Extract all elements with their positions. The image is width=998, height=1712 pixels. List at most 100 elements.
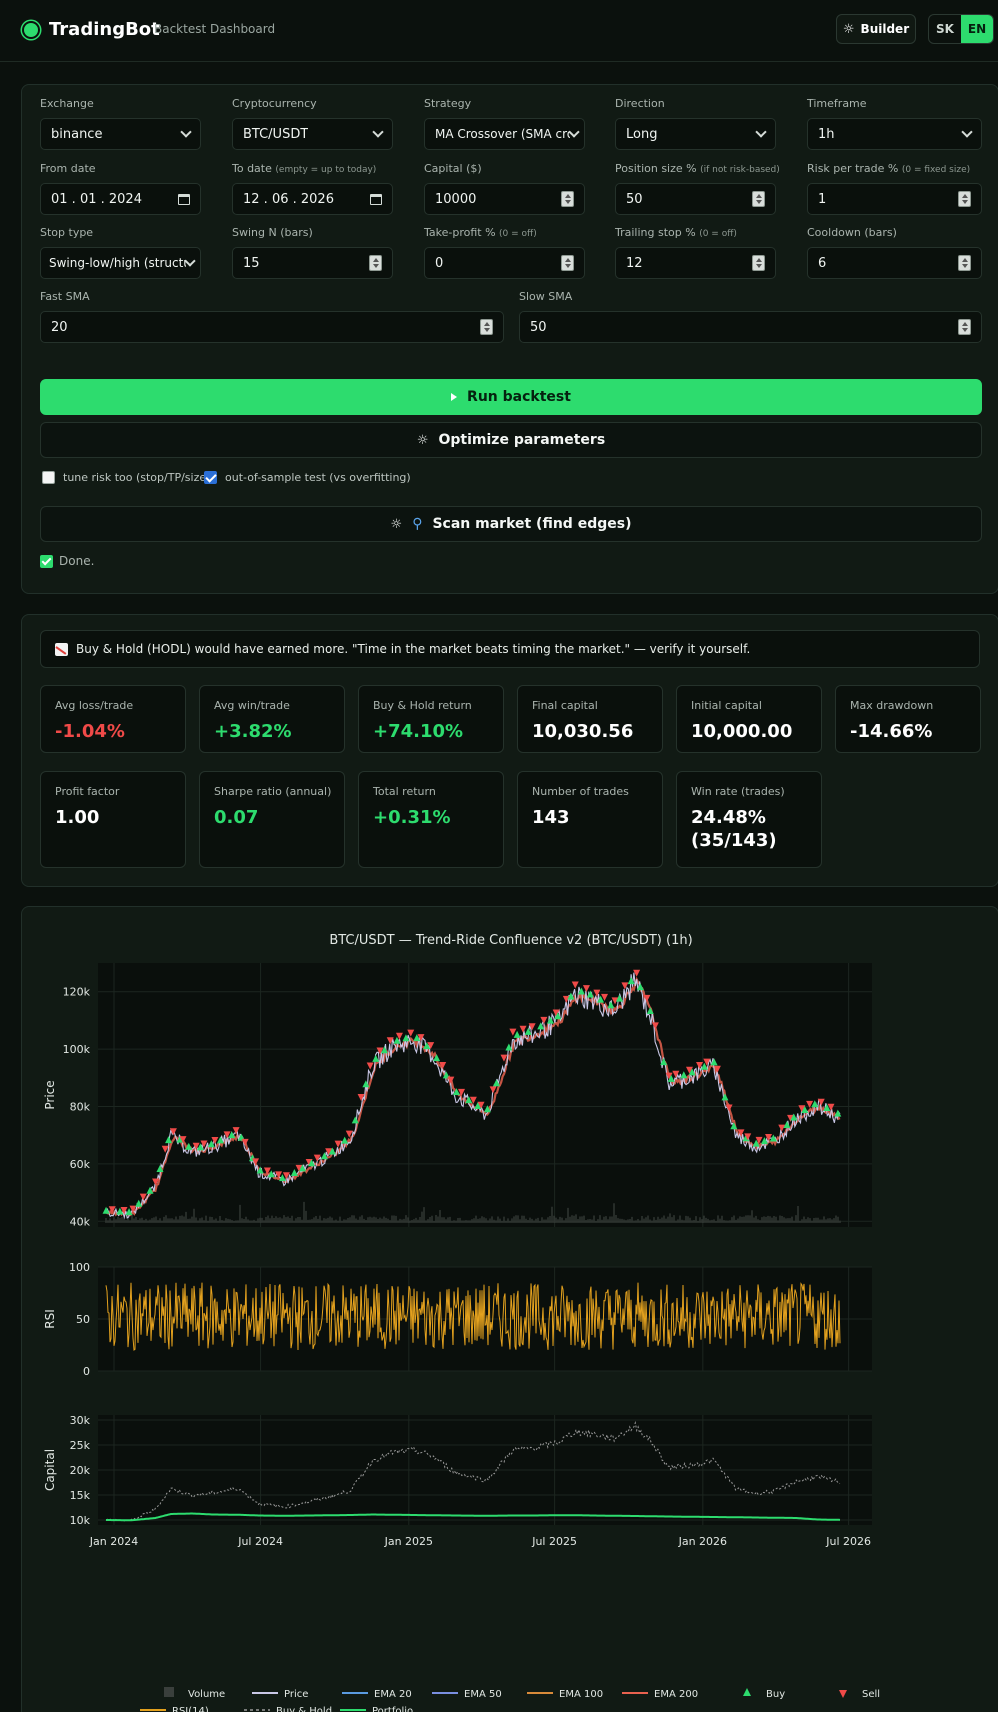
exchange-select[interactable]: binance (40, 118, 201, 150)
page-subtitle: Backtest Dashboard (154, 22, 276, 36)
spinner-icon[interactable] (958, 319, 971, 335)
sell-marker (685, 1066, 693, 1074)
calendar-icon[interactable] (178, 193, 190, 205)
tune-risk-checkbox-row[interactable]: tune risk too (stop/TP/size) (42, 471, 210, 484)
chart-panel: BTC/USDT — Trend-Ride Confluence v2 (BTC… (21, 906, 998, 1712)
rsi-axis-label: RSI (43, 1309, 57, 1329)
buy-marker (760, 1137, 768, 1145)
calendar-icon[interactable] (370, 193, 382, 205)
spinner-icon[interactable] (480, 319, 493, 335)
stat-label: Win rate (trades) (691, 785, 785, 798)
stop-type-label: Stop type (40, 226, 94, 239)
sell-marker (651, 1022, 659, 1030)
buy-marker (546, 1016, 554, 1024)
sell-marker (703, 1058, 711, 1066)
fast-sma-input[interactable]: 20 (40, 311, 504, 343)
price-tick-label: 120k (63, 986, 91, 999)
spinner-icon[interactable] (369, 255, 382, 271)
oos-checkbox[interactable] (204, 471, 217, 484)
legend-label: Buy (766, 1689, 785, 1700)
sell-marker (552, 1009, 560, 1017)
sell-marker (744, 1133, 752, 1141)
buy-marker (351, 1116, 359, 1124)
sell-marker (469, 1096, 477, 1104)
stat-value: -14.66% (850, 721, 933, 742)
buy-marker (834, 1109, 842, 1117)
rsi-tick-label: 50 (76, 1313, 90, 1326)
lang-en-button[interactable]: EN (961, 15, 993, 43)
buy-marker (783, 1121, 791, 1129)
optimize-button[interactable]: ☼ Optimize parameters (40, 422, 982, 458)
sell-marker (129, 1205, 137, 1213)
buy-marker (811, 1100, 819, 1108)
take-profit-label: Take-profit % (0 = off) (424, 226, 537, 239)
stat-card: Max drawdown -14.66% (835, 685, 981, 753)
spinner-icon[interactable] (561, 191, 574, 207)
sell-marker (447, 1076, 455, 1084)
slow-sma-field: Slow SMA 50 (519, 290, 982, 343)
lang-sk-button[interactable]: SK (936, 22, 954, 36)
sell-marker (489, 1086, 497, 1094)
sell-marker (275, 1171, 283, 1179)
timeframe-select[interactable]: 1h (807, 118, 982, 150)
position-size-input[interactable]: 50 (615, 183, 776, 215)
stat-card: Sharpe ratio (annual) 0.07 (199, 771, 345, 868)
to-date-input[interactable]: 12 . 06 . 2026 (232, 183, 393, 215)
sell-marker (665, 1072, 673, 1080)
spinner-icon[interactable] (561, 255, 574, 271)
buy-marker (125, 1208, 133, 1216)
sell-marker (357, 1094, 365, 1102)
trailing-stop-label: Trailing stop % (0 = off) (615, 226, 737, 239)
chart-down-icon (55, 642, 68, 656)
sell-marker (643, 994, 651, 1002)
x-tick-label: Jan 2025 (384, 1535, 433, 1548)
builder-button[interactable]: ☼ Builder (836, 14, 916, 44)
sell-marker (252, 1158, 260, 1166)
scan-market-button[interactable]: ☼ ⚲ Scan market (find edges) (40, 506, 982, 542)
exchange-label: Exchange (40, 97, 94, 110)
buy-marker (524, 1027, 532, 1035)
strategy-select[interactable]: MA Crossover (SMA cross) (424, 118, 585, 150)
backtest-chart[interactable]: Jan 2024 Jul 2024 Jan 2025 Jul 2025 Jan 2026… (22, 907, 998, 1677)
stop-type-select[interactable]: Swing-low/high (structure) (40, 247, 201, 279)
stat-value: 0.07 (214, 807, 259, 828)
tune-risk-checkbox[interactable] (42, 471, 55, 484)
buy-marker (328, 1147, 336, 1155)
price-panel-bg (98, 963, 872, 1227)
sell-marker (223, 1131, 231, 1139)
capital-tick-label: 20k (70, 1464, 91, 1477)
run-backtest-button[interactable]: Run backtest (40, 379, 982, 415)
spinner-icon[interactable] (752, 191, 765, 207)
spinner-icon[interactable] (752, 255, 765, 271)
chevron-down-icon (372, 126, 384, 138)
hodl-notice-text: Buy & Hold (HODL) would have earned more… (76, 642, 751, 656)
stat-label: Avg win/trade (214, 699, 290, 712)
spinner-icon[interactable] (958, 255, 971, 271)
sell-marker (633, 969, 641, 977)
spinner-icon[interactable] (958, 191, 971, 207)
sell-marker (611, 997, 619, 1005)
check-icon (40, 554, 53, 568)
swing-n-input[interactable]: 15 (232, 247, 393, 279)
take-profit-input[interactable]: 0 (424, 247, 585, 279)
sell-marker (500, 1054, 508, 1062)
capital-input[interactable]: 10000 (424, 183, 585, 215)
buy-marker (492, 1079, 500, 1087)
tune-risk-label: tune risk too (stop/TP/size) (63, 471, 211, 484)
buy-marker (554, 1012, 562, 1020)
buy-marker (790, 1113, 798, 1121)
buy-marker (636, 983, 644, 991)
oos-checkbox-row[interactable]: out-of-sample test (vs overfitting) (204, 471, 411, 484)
sell-marker (562, 995, 570, 1003)
from-date-input[interactable]: 01 . 01 . 2024 (40, 183, 201, 215)
sell-marker (672, 1070, 680, 1078)
price-tick-label: 60k (70, 1158, 91, 1171)
crypto-select[interactable]: BTC/USDT (232, 118, 393, 150)
slow-sma-input[interactable]: 50 (519, 311, 982, 343)
cooldown-input[interactable]: 6 (807, 247, 982, 279)
direction-select[interactable]: Long (615, 118, 776, 150)
buy-marker (597, 995, 605, 1003)
risk-per-trade-input[interactable]: 1 (807, 183, 982, 215)
capital-label: Capital ($) (424, 162, 482, 175)
trailing-stop-input[interactable]: 12 (615, 247, 776, 279)
